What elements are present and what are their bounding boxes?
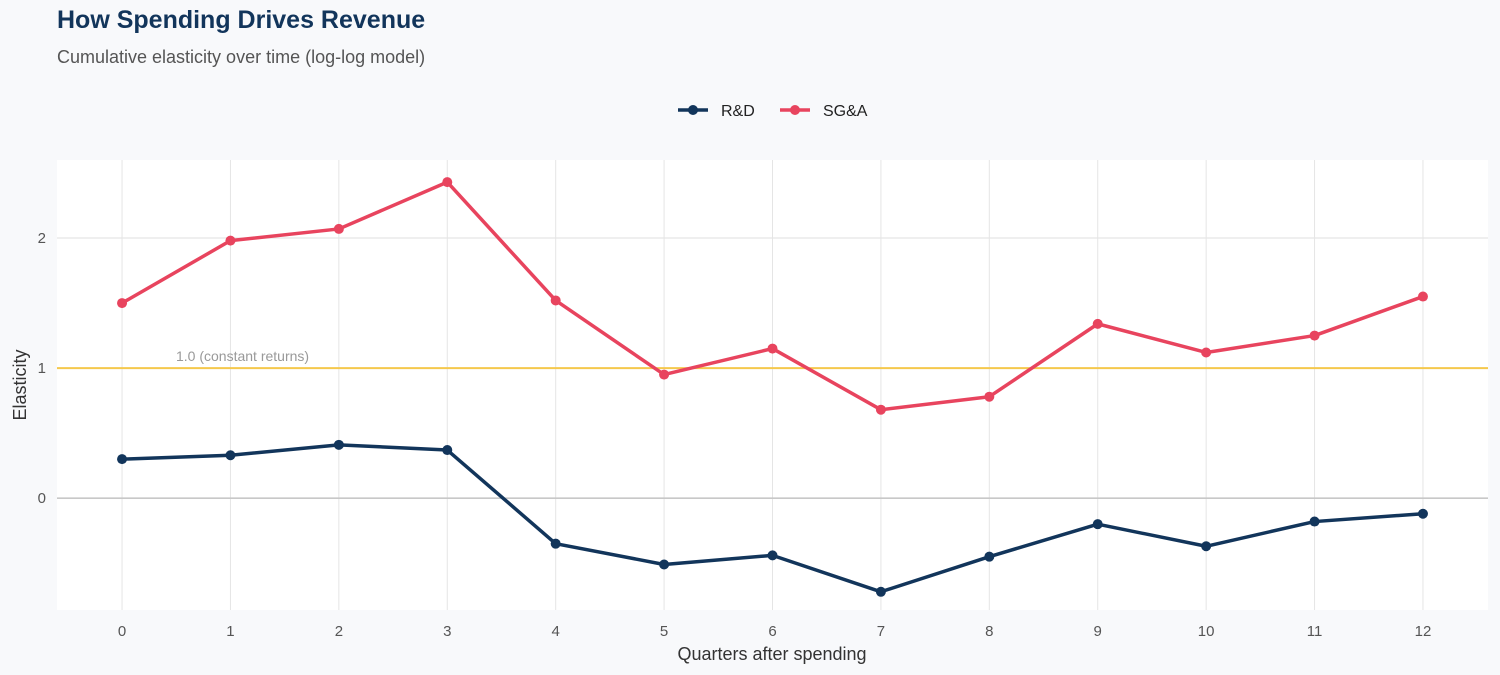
data-point [1309,516,1320,527]
data-point [117,454,128,465]
x-tick-label: 11 [1307,623,1323,640]
data-point [875,586,886,597]
data-point [659,559,670,570]
y-tick-label: 2 [38,230,46,247]
data-point [442,445,453,456]
x-tick-label: 8 [985,623,993,640]
x-tick-label: 2 [335,623,343,640]
data-point [984,391,995,402]
data-point [1309,330,1320,341]
data-point [984,551,995,562]
data-point [659,369,670,380]
data-point [442,177,453,188]
y-tick-label: 1 [38,360,46,377]
data-point [333,223,344,234]
data-point [550,538,561,549]
x-tick-label: 3 [443,623,451,640]
reference-line-label: 1.0 (constant returns) [176,348,309,364]
data-point [1092,318,1103,329]
x-tick-label: 4 [552,623,560,640]
legend-label: R&D [721,103,755,120]
x-tick-label: 0 [118,623,126,640]
data-point [117,298,128,309]
data-point [1201,541,1212,552]
x-tick-label: 9 [1094,623,1102,640]
chart-subtitle: Cumulative elasticity over time (log-log… [57,47,426,67]
data-point [225,450,236,461]
data-point [875,404,886,415]
legend-swatch-point [790,105,800,115]
chart-title: How Spending Drives Revenue [57,6,426,34]
legend-swatch-point [688,105,698,115]
data-point [333,439,344,450]
y-tick-label: 0 [38,490,46,507]
x-tick-label: 1 [226,623,234,640]
data-point [1201,347,1212,358]
x-tick-label: 10 [1198,623,1215,640]
data-point [1417,508,1428,519]
data-point [1092,519,1103,530]
x-axis-label: Quarters after spending [677,644,866,664]
data-point [1417,291,1428,302]
x-tick-label: 5 [660,623,668,640]
x-tick-label: 6 [768,623,776,640]
y-axis-label: Elasticity [10,349,30,420]
data-point [225,235,236,246]
data-point [550,295,561,306]
data-point [767,550,778,561]
legend-label: SG&A [823,103,868,120]
x-tick-label: 12 [1415,623,1432,640]
data-point [767,343,778,354]
x-tick-label: 7 [877,623,885,640]
